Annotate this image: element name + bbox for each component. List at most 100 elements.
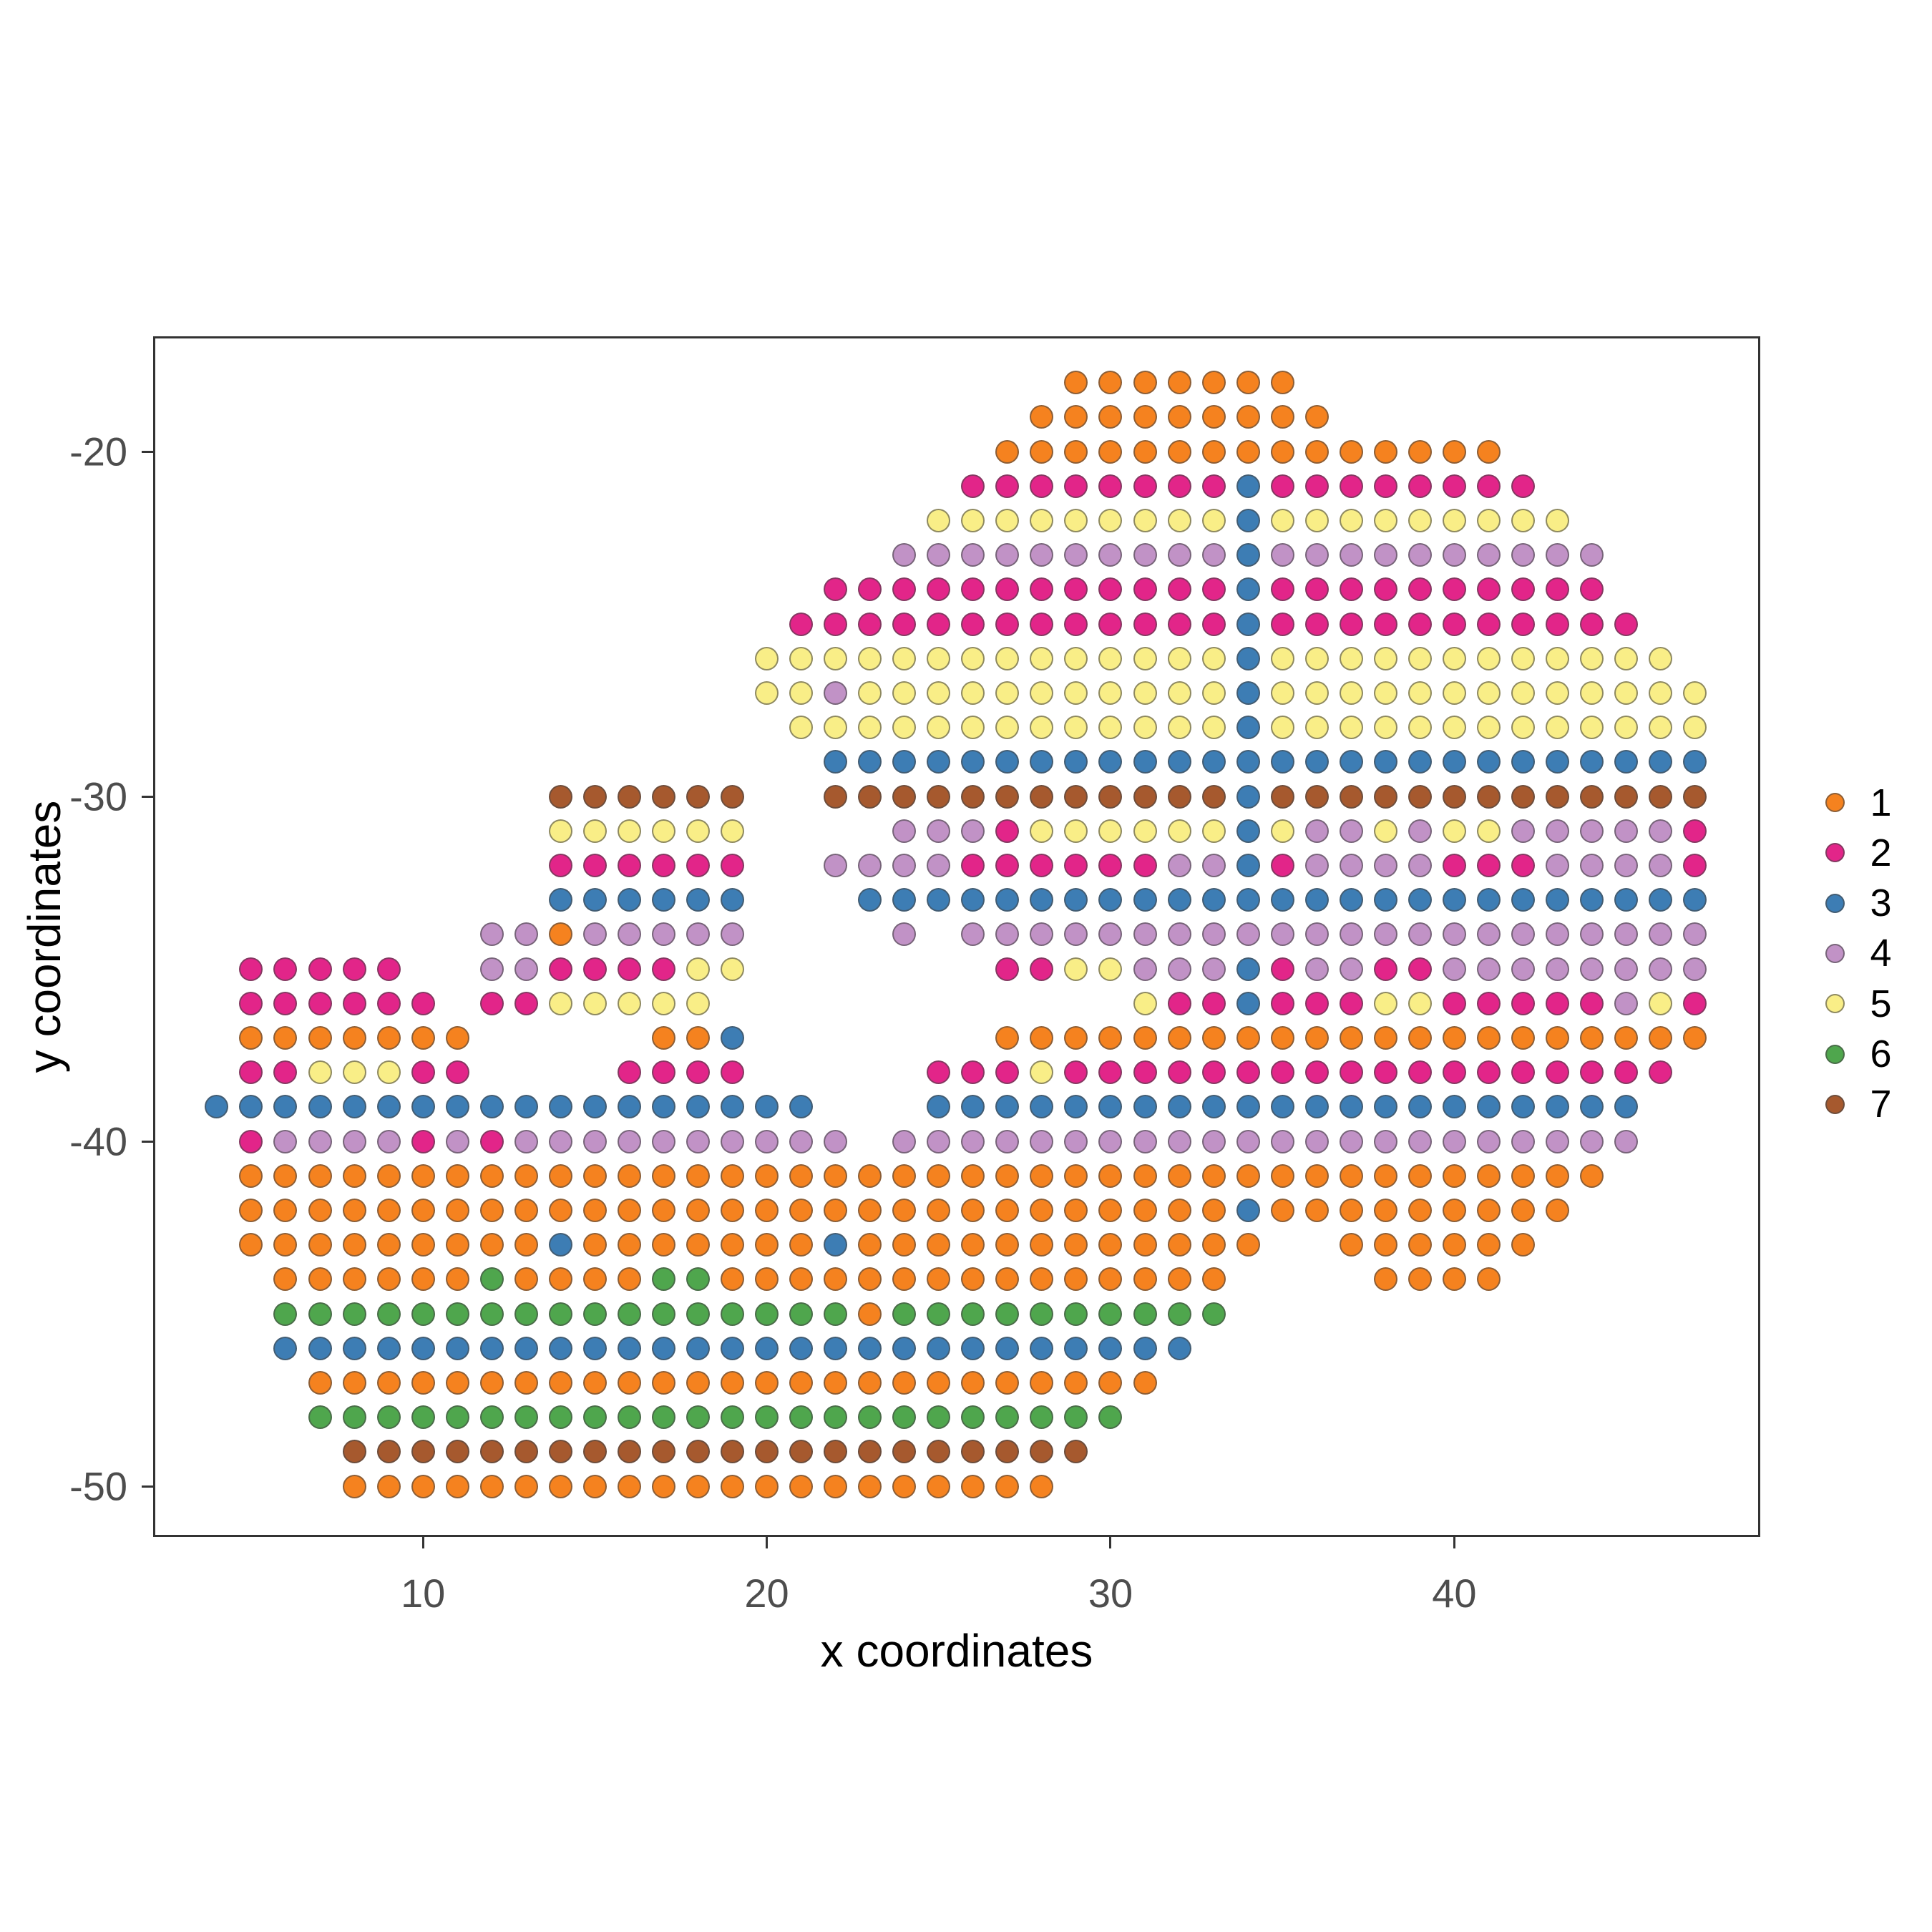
data-point bbox=[479, 1163, 504, 1188]
data-point bbox=[1304, 750, 1329, 774]
data-point bbox=[927, 577, 951, 602]
data-point bbox=[686, 888, 710, 912]
data-point bbox=[1407, 991, 1432, 1015]
data-point bbox=[1064, 577, 1088, 602]
data-point bbox=[1339, 680, 1363, 705]
data-point bbox=[927, 716, 951, 740]
data-point bbox=[1167, 474, 1191, 498]
data-point bbox=[1098, 888, 1123, 912]
data-point bbox=[824, 1129, 848, 1153]
data-point bbox=[1270, 439, 1294, 464]
data-point bbox=[342, 1060, 366, 1085]
data-point bbox=[1098, 371, 1123, 395]
data-point bbox=[892, 750, 917, 774]
data-point bbox=[995, 680, 1020, 705]
data-point bbox=[961, 1474, 985, 1498]
data-point bbox=[1030, 405, 1054, 429]
data-point bbox=[1064, 405, 1088, 429]
data-point bbox=[548, 1405, 572, 1430]
data-point bbox=[1270, 853, 1294, 877]
data-point bbox=[1201, 750, 1226, 774]
data-point bbox=[1511, 680, 1535, 705]
data-point bbox=[686, 1336, 710, 1360]
data-point bbox=[1030, 716, 1054, 740]
data-point bbox=[1407, 1129, 1432, 1153]
data-point bbox=[1201, 543, 1226, 567]
data-point bbox=[927, 1163, 951, 1188]
data-point bbox=[995, 1129, 1020, 1153]
data-point bbox=[755, 1163, 779, 1188]
data-point bbox=[755, 1336, 779, 1360]
data-point bbox=[1133, 543, 1157, 567]
data-point bbox=[239, 1025, 263, 1050]
data-point bbox=[651, 957, 675, 981]
data-point bbox=[892, 612, 917, 636]
data-point bbox=[927, 1336, 951, 1360]
data-point bbox=[376, 1233, 401, 1257]
data-point bbox=[1201, 1302, 1226, 1326]
data-point bbox=[858, 1371, 882, 1395]
data-point bbox=[1546, 1199, 1570, 1222]
data-point bbox=[1407, 1095, 1432, 1119]
data-point bbox=[1339, 819, 1363, 843]
data-point bbox=[1133, 819, 1157, 843]
data-point bbox=[1304, 646, 1329, 670]
data-point bbox=[686, 1199, 710, 1222]
data-point bbox=[824, 1267, 848, 1292]
data-point bbox=[1098, 1233, 1123, 1257]
data-point bbox=[1546, 1060, 1570, 1085]
data-point bbox=[1098, 508, 1123, 532]
data-point bbox=[1304, 784, 1329, 809]
data-point bbox=[651, 1302, 675, 1326]
data-point bbox=[617, 1163, 641, 1188]
data-point bbox=[1133, 1199, 1157, 1222]
data-point bbox=[1098, 1163, 1123, 1188]
data-point bbox=[1167, 439, 1191, 464]
data-point bbox=[789, 1095, 814, 1119]
data-point bbox=[1407, 1233, 1432, 1257]
data-point bbox=[1236, 577, 1260, 602]
data-point bbox=[651, 888, 675, 912]
data-point bbox=[1236, 405, 1260, 429]
data-point bbox=[927, 888, 951, 912]
data-point bbox=[1030, 750, 1054, 774]
data-point bbox=[1064, 1233, 1088, 1257]
data-point bbox=[617, 1474, 641, 1498]
data-point bbox=[1098, 646, 1123, 670]
data-point bbox=[824, 646, 848, 670]
data-point bbox=[1511, 474, 1535, 498]
data-point bbox=[858, 853, 882, 877]
data-point bbox=[995, 508, 1020, 532]
data-point bbox=[1580, 888, 1604, 912]
data-point bbox=[755, 1095, 779, 1119]
data-point bbox=[1098, 1025, 1123, 1050]
data-point bbox=[1476, 1267, 1501, 1292]
legend-key-dot bbox=[1825, 1094, 1845, 1114]
data-point bbox=[961, 680, 985, 705]
legend-label: 5 bbox=[1870, 982, 1892, 1025]
data-point bbox=[1030, 1405, 1054, 1430]
data-point bbox=[479, 1233, 504, 1257]
data-point bbox=[514, 1371, 538, 1395]
data-point bbox=[1201, 1233, 1226, 1257]
data-point bbox=[1201, 922, 1226, 947]
data-point bbox=[824, 612, 848, 636]
data-point bbox=[1064, 922, 1088, 947]
data-point bbox=[1339, 577, 1363, 602]
data-point bbox=[308, 1025, 332, 1050]
data-point bbox=[1098, 1302, 1123, 1326]
data-point bbox=[1064, 612, 1088, 636]
data-point bbox=[1098, 750, 1123, 774]
data-point bbox=[1270, 819, 1294, 843]
data-point bbox=[1614, 646, 1639, 670]
data-point bbox=[376, 1371, 401, 1395]
data-point bbox=[721, 1336, 745, 1360]
data-point bbox=[411, 1302, 435, 1326]
data-point bbox=[1030, 612, 1054, 636]
data-point bbox=[1511, 646, 1535, 670]
data-point bbox=[308, 1233, 332, 1257]
data-point bbox=[961, 1060, 985, 1085]
data-point bbox=[582, 1474, 607, 1498]
data-point bbox=[1476, 1060, 1501, 1085]
